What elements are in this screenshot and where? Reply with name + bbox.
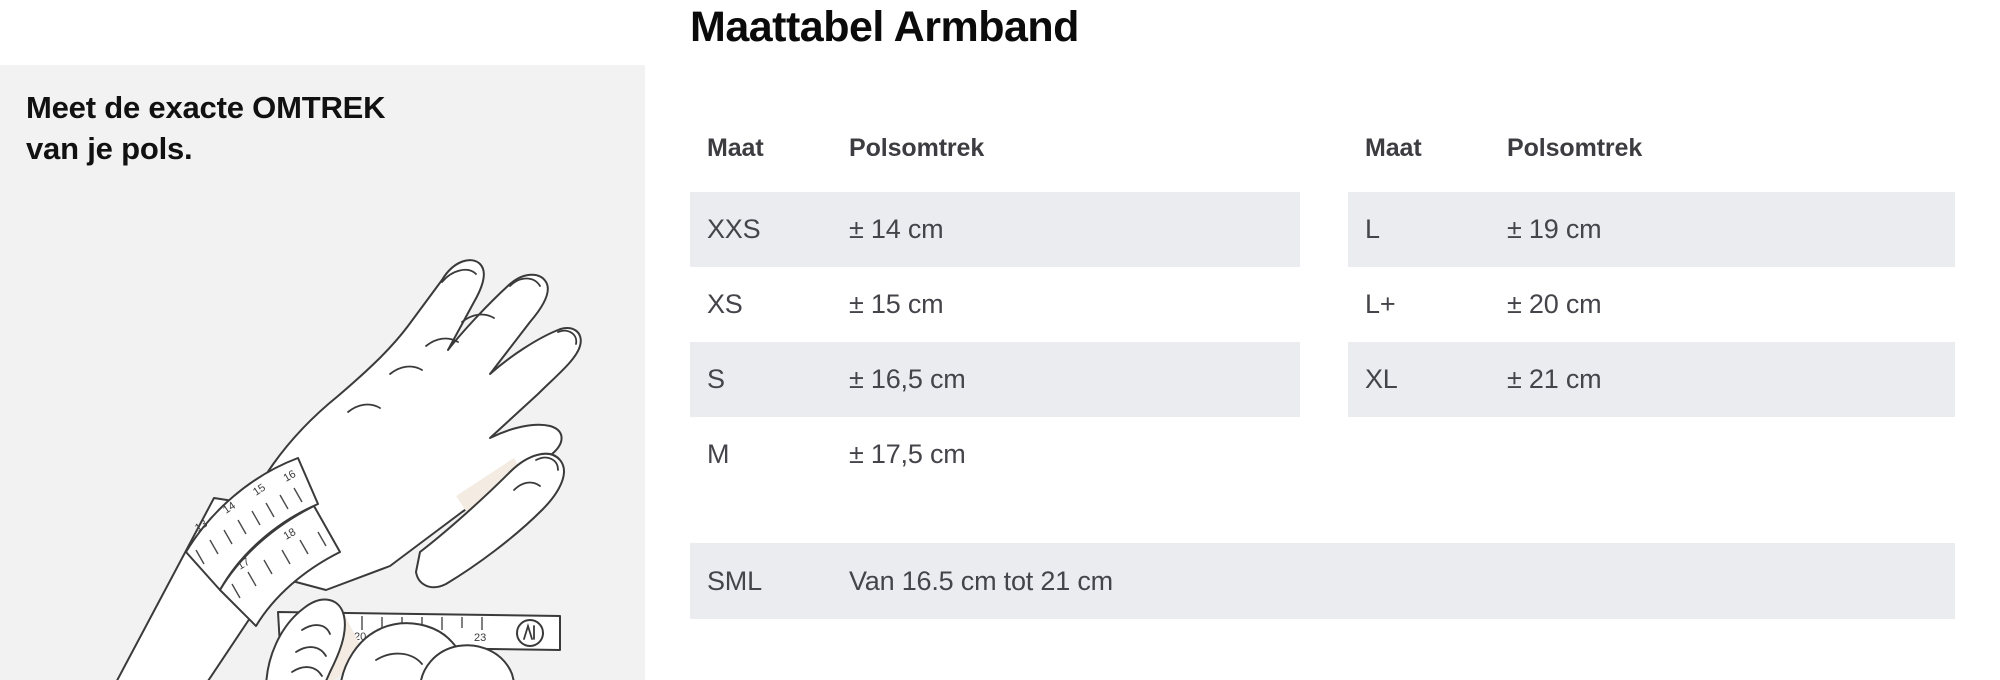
size-chart-content: Maattabel Armband Maat Polsomtrek XXS ± … — [690, 0, 1980, 680]
svg-text:18: 18 — [282, 526, 299, 543]
cell-size: XXS — [707, 214, 761, 244]
cell-circumference: ± 21 cm — [1507, 364, 1602, 394]
cell-size: L — [1365, 214, 1380, 244]
cell-size: L+ — [1365, 289, 1396, 319]
column-header-circumference: Polsomtrek — [1507, 134, 1643, 162]
table-row: XL ± 21 cm — [1348, 342, 1955, 417]
cell-size: XL — [1365, 364, 1398, 394]
table-row: M ± 17,5 cm — [690, 417, 1300, 492]
svg-text:16: 16 — [282, 468, 299, 485]
summary-row-sml: SML Van 16.5 cm tot 21 cm — [690, 543, 1955, 619]
illustration-panel: Meet de exacte OMTREK van je pols. .sk {… — [0, 65, 645, 680]
hand-with-measuring-tape-illustration: .sk { fill:#ffffff; stroke:#3a3a3a; stro… — [116, 259, 582, 680]
table-row: XXS ± 14 cm — [690, 192, 1300, 267]
panel-caption: Meet de exacte OMTREK van je pols. — [26, 90, 386, 167]
cell-size: XS — [707, 289, 743, 319]
column-header-size: Maat — [1365, 134, 1422, 162]
table-header-row: Maat Polsomtrek — [690, 128, 1300, 192]
cell-circumference: ± 20 cm — [1507, 289, 1602, 319]
svg-text:14: 14 — [221, 500, 238, 517]
svg-text:15: 15 — [251, 482, 268, 499]
size-table-right: Maat Polsomtrek L ± 19 cm L+ ± 20 cm XL … — [1348, 128, 1955, 417]
table-row: L+ ± 20 cm — [1348, 267, 1955, 342]
cell-circumference: ± 15 cm — [849, 289, 944, 319]
cell-range: Van 16.5 cm tot 21 cm — [849, 565, 1113, 596]
cell-size: S — [707, 364, 725, 394]
svg-text:13: 13 — [193, 518, 210, 535]
svg-text:23: 23 — [474, 632, 486, 644]
cell-circumference: ± 17,5 cm — [849, 439, 966, 469]
table-row: S ± 16,5 cm — [690, 342, 1300, 417]
table-row: XS ± 15 cm — [690, 267, 1300, 342]
cell-circumference: ± 16,5 cm — [849, 364, 966, 394]
cell-size: SML — [707, 565, 762, 596]
svg-text:17: 17 — [235, 556, 252, 573]
table-header-row: Maat Polsomtrek — [1348, 128, 1955, 192]
page-title: Maattabel Armband — [690, 3, 1079, 51]
cell-size: M — [707, 439, 730, 469]
column-header-size: Maat — [707, 134, 764, 162]
cell-circumference: ± 19 cm — [1507, 214, 1602, 244]
cell-circumference: ± 14 cm — [849, 214, 944, 244]
table-row: L ± 19 cm — [1348, 192, 1955, 267]
column-header-circumference: Polsomtrek — [849, 134, 985, 162]
size-table-left: Maat Polsomtrek XXS ± 14 cm XS ± 15 cm S… — [690, 128, 1300, 492]
